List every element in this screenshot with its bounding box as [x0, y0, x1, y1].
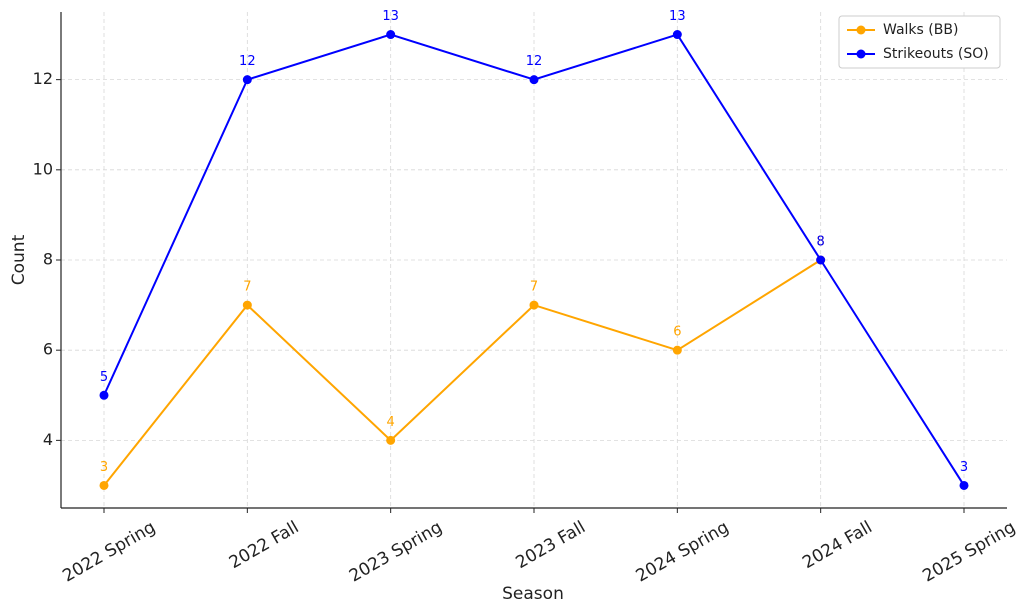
- x-tick-label: 2022 Spring: [59, 517, 159, 586]
- data-point: [242, 300, 252, 310]
- legend-marker: [856, 25, 866, 35]
- x-tick-label: 2024 Fall: [799, 517, 875, 573]
- data-label: 4: [387, 415, 395, 430]
- data-point: [816, 255, 826, 265]
- data-label: 12: [239, 54, 256, 69]
- data-point: [99, 390, 109, 400]
- data-point: [386, 435, 396, 445]
- legend-label: Walks (BB): [883, 22, 958, 38]
- series-line: [103, 259, 822, 487]
- data-point: [959, 480, 969, 490]
- data-label: 7: [243, 280, 251, 295]
- x-tick-label: 2024 Spring: [633, 517, 733, 586]
- x-tick-label: 2022 Fall: [226, 517, 302, 573]
- y-tick-label: 4: [43, 430, 53, 449]
- legend-box: [838, 15, 1001, 69]
- data-label: 6: [673, 325, 681, 340]
- data-point: [529, 300, 539, 310]
- x-axis-label: Season: [502, 584, 564, 604]
- data-label: 8: [817, 235, 825, 250]
- data-point: [386, 30, 396, 40]
- x-tick-label: 2023 Spring: [346, 517, 446, 586]
- x-tick-label: 2023 Fall: [513, 517, 589, 573]
- y-tick-label: 12: [33, 69, 53, 88]
- legend-marker: [856, 49, 866, 59]
- data-label: 13: [382, 9, 399, 24]
- x-tick-label: 2025 Spring: [919, 517, 1019, 586]
- data-label: 5: [100, 370, 108, 385]
- legend-label: Strikeouts (SO): [883, 46, 989, 62]
- data-label: 3: [960, 460, 968, 475]
- y-tick-label: 8: [43, 250, 53, 269]
- y-tick-label: 6: [43, 340, 53, 359]
- data-point: [672, 30, 682, 40]
- data-point: [242, 75, 252, 85]
- data-label: 13: [669, 9, 686, 24]
- data-point: [529, 75, 539, 85]
- data-label: 3: [100, 460, 108, 475]
- y-tick-label: 10: [33, 159, 53, 178]
- data-label: 12: [526, 54, 543, 69]
- data-point: [672, 345, 682, 355]
- y-axis-label: Count: [9, 234, 29, 285]
- data-label: 8: [817, 235, 825, 250]
- data-point: [99, 480, 109, 490]
- data-label: 7: [530, 280, 538, 295]
